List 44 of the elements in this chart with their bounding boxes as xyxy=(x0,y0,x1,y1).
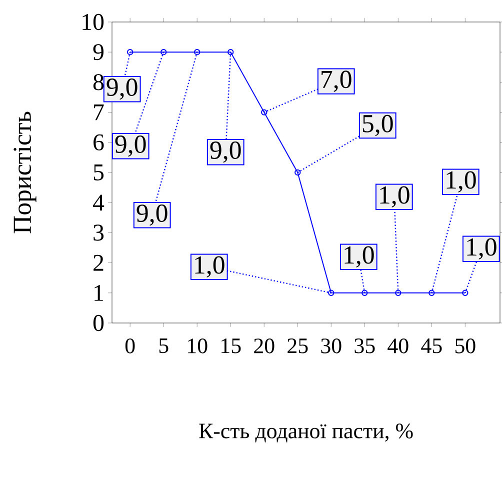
x-tick-label: 25 xyxy=(288,338,308,354)
y-tick-label: 1 xyxy=(94,285,104,301)
x-tick-label: 5 xyxy=(159,338,168,354)
point xyxy=(294,169,301,176)
x-tick-label: 0 xyxy=(125,338,135,354)
point xyxy=(261,109,268,116)
data-label: 1,0 xyxy=(344,246,374,268)
y-tick-label: 4 xyxy=(92,194,104,210)
x-tick-label: 45 xyxy=(421,338,442,354)
point xyxy=(328,290,334,296)
point xyxy=(362,290,368,296)
x-tick-label: 30 xyxy=(321,338,342,354)
y-tick-label: 9 xyxy=(93,44,104,60)
data-label: 1,0 xyxy=(380,186,410,208)
y-tick-label: 8 xyxy=(93,74,104,90)
y-tick-label: 3 xyxy=(94,224,104,241)
x-tick-label: 40 xyxy=(388,338,408,354)
data-label: 1,0 xyxy=(195,256,224,278)
y-tick-label: 6 xyxy=(94,134,104,150)
x-tick-label: 20 xyxy=(254,338,274,354)
point xyxy=(395,290,402,296)
y-axis-title: Пористість xyxy=(14,112,36,234)
x-axis-title: К-сть доданої пасти, % xyxy=(199,424,413,442)
data-label: 5,0 xyxy=(362,114,393,136)
point xyxy=(160,49,167,56)
y-tick-label: 10 xyxy=(82,14,104,30)
data-label: 9,0 xyxy=(136,204,168,226)
x-tick-label: 15 xyxy=(222,338,241,354)
data-label: 7,0 xyxy=(322,70,352,92)
point xyxy=(228,49,234,56)
x-tick-label: 10 xyxy=(188,338,208,354)
data-label: 9,0 xyxy=(115,135,146,157)
point xyxy=(194,49,200,56)
point xyxy=(428,290,435,296)
data-label: 1,0 xyxy=(467,238,496,260)
y-tick-label: 7 xyxy=(94,104,104,120)
x-tick-label: 50 xyxy=(455,338,476,354)
data-label: 9,0 xyxy=(106,78,138,100)
y-tick-label: 2 xyxy=(94,254,104,271)
data-label: 9,0 xyxy=(210,141,241,163)
x-tick-label: 35 xyxy=(354,338,375,354)
y-tick-label: 0 xyxy=(93,314,104,332)
data-label: 1,0 xyxy=(446,171,476,192)
y-tick-label: 5 xyxy=(94,164,104,180)
